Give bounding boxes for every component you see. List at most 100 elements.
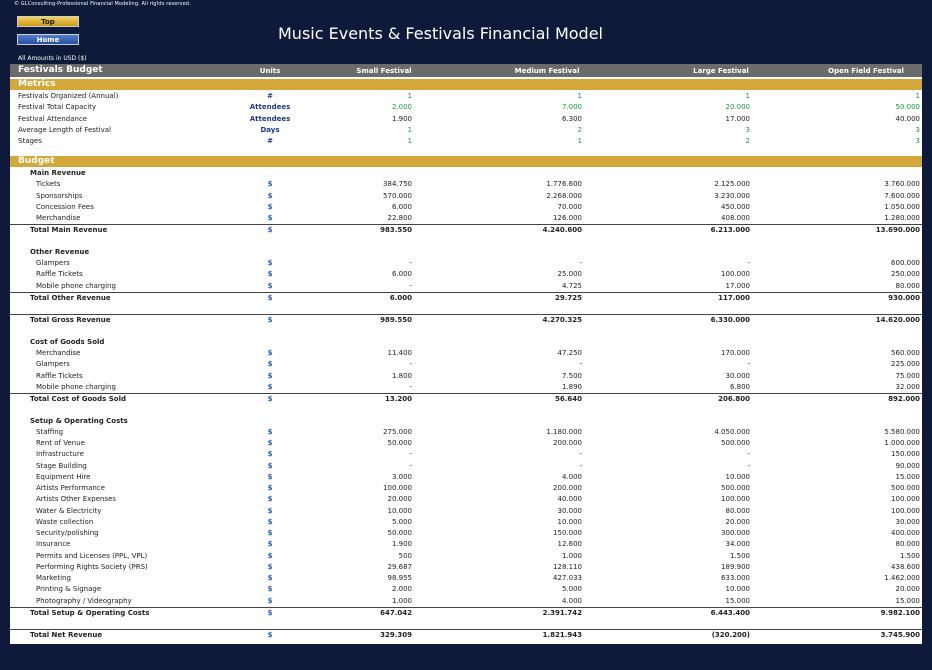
table-row: Security/polishing $50.000 150.000 300.000 4… (10, 528, 922, 539)
value-cell: 983.550 (380, 226, 412, 235)
value-cell: 98.955 (387, 574, 413, 582)
value-cell: 13.690.000 (875, 226, 920, 235)
value-cell: 1.462.000 (884, 574, 920, 582)
value-cell: 438.600 (891, 562, 920, 571)
value-cell: (320.200) (711, 631, 750, 640)
unit-cell: $ (267, 226, 273, 235)
unit-cell: $ (267, 529, 273, 537)
row-label: Infrastructure (36, 450, 84, 459)
value-cell: 1.500 (729, 551, 750, 560)
row-label: Mobile phone charging (36, 281, 116, 290)
value-cell: 4.270.325 (542, 316, 582, 325)
table-header-row: Festivals Budget Units Small Festival Me… (10, 64, 922, 77)
value-cell: 1.180.000 (546, 427, 582, 436)
unit-cell: $ (267, 360, 273, 369)
value-cell: 100.000 (891, 495, 920, 504)
value-cell: 25.000 (557, 270, 583, 279)
value-cell: - (409, 281, 412, 290)
table-row: Rent of Venue $50.000 200.000 500.000 1.000.… (10, 438, 922, 449)
table-row: Performing Rights Society (PRS) $29.687 12… (10, 562, 922, 573)
bottom-band (10, 644, 922, 663)
value-cell: 1.900 (391, 114, 412, 123)
row-label: Photography / Videography (36, 596, 132, 605)
value-cell: 20.000 (895, 585, 921, 594)
unit-cell: $ (267, 293, 273, 302)
value-cell: 14.620.000 (875, 316, 920, 325)
value-cell: 22.800 (387, 214, 413, 222)
value-cell: 20.000 (725, 103, 751, 112)
row-label: Merchandise (36, 214, 81, 222)
value-cell: 6.800 (729, 382, 750, 391)
value-cell: 50.000 (387, 439, 413, 447)
unit-cell: $ (267, 191, 273, 200)
value-cell: 570.000 (383, 191, 412, 200)
unit-cell: $ (267, 551, 273, 560)
table-row: Festival Total Capacity Attendees 2.000 7.0… (10, 102, 922, 113)
value-cell: 2 (745, 137, 750, 145)
unit-cell: $ (267, 371, 273, 380)
currency-note: All Amounts in USD ($) (18, 55, 87, 62)
total-row: Total Net Revenue $329.309 1.821.943 (320.2… (10, 629, 922, 641)
row-label: Total Net Revenue (30, 631, 103, 640)
value-cell: 100.000 (383, 484, 412, 492)
subsection-title: Main Revenue (10, 168, 922, 179)
value-cell: 633.000 (721, 574, 750, 582)
home-button[interactable]: Home (17, 34, 79, 45)
value-cell: 1.800 (391, 371, 412, 380)
unit-cell: $ (267, 450, 273, 459)
total-row: Total Other Revenue $6.000 29.725 117.000 93… (10, 291, 922, 304)
value-cell: - (747, 259, 750, 267)
table-row: Stages #1 1 2 3 (10, 136, 922, 147)
table-title: Festivals Budget (18, 65, 103, 75)
value-cell: 29.687 (387, 562, 413, 571)
value-cell: 80.000 (895, 540, 921, 549)
value-cell: - (579, 360, 582, 369)
table-row: Festivals Organized (Annual) #1 1 1 1 (10, 91, 922, 102)
table-row: Festival Attendance Attendees 1.900 6.300 17… (10, 114, 922, 125)
value-cell: 250.000 (891, 270, 920, 279)
value-cell: 989.550 (380, 316, 412, 325)
value-cell: 560.000 (891, 349, 920, 357)
value-cell: 3 (915, 125, 920, 134)
column-header-medium: Medium Festival (514, 67, 580, 75)
row-label: Mobile phone charging (36, 382, 116, 391)
table-row: Staffing $275.000 1.180.000 4.050.000 5.580.… (10, 427, 922, 438)
value-cell: 3.745.900 (880, 631, 920, 640)
value-cell: - (409, 461, 412, 470)
unit-cell: $ (267, 214, 273, 222)
top-button[interactable]: Top (17, 16, 79, 27)
unit-cell: # (267, 137, 273, 145)
value-cell: 150.000 (891, 450, 920, 459)
column-header-large: Large Festival (693, 67, 749, 75)
unit-cell: $ (267, 395, 273, 403)
value-cell: 7.000 (561, 103, 582, 112)
value-cell: - (747, 461, 750, 470)
row-label: Concession Fees (36, 202, 94, 211)
value-cell: 892.000 (888, 395, 920, 403)
subsection-label: Other Revenue (30, 247, 90, 256)
value-cell: - (409, 360, 412, 369)
row-label: Glampers (36, 360, 70, 369)
subsection-label: Cost of Goods Sold (30, 337, 105, 346)
value-cell: 7.500 (561, 371, 582, 380)
table-row: Merchandise $11.400 47.250 170.000 560.000 (10, 348, 922, 359)
unit-cell: $ (267, 461, 273, 470)
unit-cell: $ (267, 574, 273, 582)
unit-cell: $ (267, 506, 273, 515)
value-cell: 20.000 (725, 517, 751, 526)
value-cell: 5.580.000 (884, 427, 920, 436)
value-cell: 206.800 (718, 395, 750, 403)
unit-cell: $ (267, 316, 273, 325)
value-cell: 29.725 (554, 293, 582, 302)
value-cell: - (409, 382, 412, 391)
value-cell: 4.000 (561, 472, 582, 481)
unit-cell: $ (267, 259, 273, 267)
value-cell: 600.000 (891, 259, 920, 267)
value-cell: 1 (577, 92, 582, 100)
unit-cell: $ (267, 562, 273, 571)
value-cell: 128.110 (553, 562, 582, 571)
value-cell: 1.890 (561, 382, 582, 391)
value-cell: 6.000 (391, 270, 412, 279)
value-cell: 10.000 (557, 517, 583, 526)
unit-cell: $ (267, 608, 273, 617)
